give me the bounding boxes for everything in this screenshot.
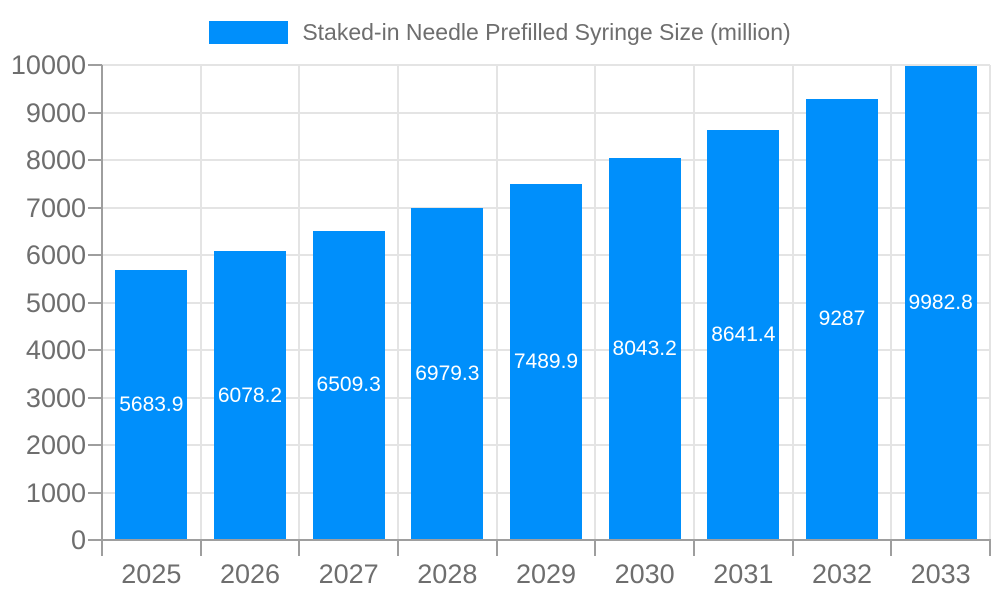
y-tick-label: 6000	[25, 240, 86, 270]
bar-value-label: 7489.9	[513, 350, 579, 374]
bar-2025[interactable]	[115, 270, 188, 540]
vertical-gridline	[397, 65, 399, 540]
x-tick-label-2025: 2025	[121, 559, 182, 589]
y-tick-label: 8000	[25, 145, 86, 175]
y-axis-tick	[88, 396, 102, 399]
y-tick-label: 9000	[25, 97, 86, 128]
horizontal-gridline	[102, 64, 990, 66]
x-tick-label-2033: 2033	[910, 559, 971, 589]
vertical-gridline	[199, 65, 202, 540]
bar-2033[interactable]	[904, 65, 977, 540]
x-tick-label-2029: 2029	[515, 559, 577, 589]
y-tick-label: 2000	[25, 430, 86, 460]
x-axis-tick	[989, 540, 991, 556]
y-axis-tick	[88, 349, 102, 351]
vertical-gridline	[791, 65, 794, 540]
bar-value-label: 6509.3	[316, 373, 381, 397]
y-tick-label: 4000	[25, 335, 86, 365]
x-axis-tick	[594, 540, 597, 556]
bar-value-label: 6979.3	[415, 362, 480, 386]
y-tick-label: 3000	[25, 382, 86, 413]
y-axis-tick	[88, 111, 102, 114]
y-axis-tick	[88, 254, 102, 256]
y-tick-label: 1000	[25, 477, 86, 508]
x-axis-tick	[693, 540, 695, 556]
vertical-gridline	[298, 65, 301, 540]
bar-value-label: 9287	[818, 307, 866, 331]
x-axis-tick	[298, 540, 301, 556]
vertical-gridline	[495, 65, 498, 540]
x-tick-label-2031: 2031	[713, 559, 774, 589]
horizontal-gridline	[102, 159, 990, 161]
y-axis-tick	[88, 206, 102, 209]
legend: Staked-in Needle Prefilled Syringe Size …	[0, 16, 1000, 48]
x-axis-tick	[890, 540, 893, 556]
vertical-gridline	[693, 65, 695, 540]
horizontal-gridline	[102, 111, 990, 114]
y-tick-label: 5000	[25, 287, 86, 318]
legend-swatch-icon	[209, 20, 289, 44]
y-axis-tick	[88, 444, 102, 446]
y-tick-label: 10000	[10, 50, 86, 80]
bar-value-label: 9982.8	[908, 290, 973, 314]
bar-2031[interactable]	[707, 129, 780, 540]
bar-2027[interactable]	[312, 230, 385, 540]
vertical-gridline	[989, 65, 991, 540]
x-axis-tick	[495, 540, 498, 556]
x-axis-tick	[101, 540, 103, 556]
y-axis-tick	[88, 301, 102, 304]
y-axis-line	[101, 65, 103, 540]
y-axis-tick	[88, 159, 102, 161]
x-axis-line	[101, 539, 991, 541]
x-tick-label-2027: 2027	[318, 559, 379, 589]
bar-value-label: 8641.4	[711, 322, 776, 346]
vertical-gridline	[594, 65, 597, 540]
y-tick-label: 0	[70, 525, 86, 555]
x-tick-label-2028: 2028	[417, 559, 478, 589]
bar-2026[interactable]	[214, 251, 286, 540]
bar-value-label: 6078.2	[217, 383, 283, 407]
x-axis-tick	[791, 540, 794, 556]
bar-2028[interactable]	[411, 208, 484, 540]
x-tick-label-2032: 2032	[811, 559, 873, 589]
y-axis-tick	[88, 539, 102, 541]
legend-label: Staked-in Needle Prefilled Syringe Size …	[302, 19, 791, 45]
y-axis-tick	[88, 491, 102, 494]
bar-value-label: 5683.9	[119, 393, 184, 416]
bar-value-label: 8043.2	[612, 336, 677, 360]
x-axis-tick	[199, 540, 202, 556]
y-tick-label: 7000	[25, 192, 86, 223]
x-tick-label-2026: 2026	[219, 559, 281, 589]
y-axis-tick	[88, 64, 102, 66]
x-axis-tick	[397, 540, 399, 556]
bar-2030[interactable]	[608, 157, 681, 540]
x-tick-label-2030: 2030	[614, 559, 675, 589]
vertical-gridline	[890, 65, 893, 540]
bar-2032[interactable]	[806, 98, 878, 540]
legend-item[interactable]: Staked-in Needle Prefilled Syringe Size …	[209, 16, 791, 48]
bar-2029[interactable]	[510, 184, 582, 540]
